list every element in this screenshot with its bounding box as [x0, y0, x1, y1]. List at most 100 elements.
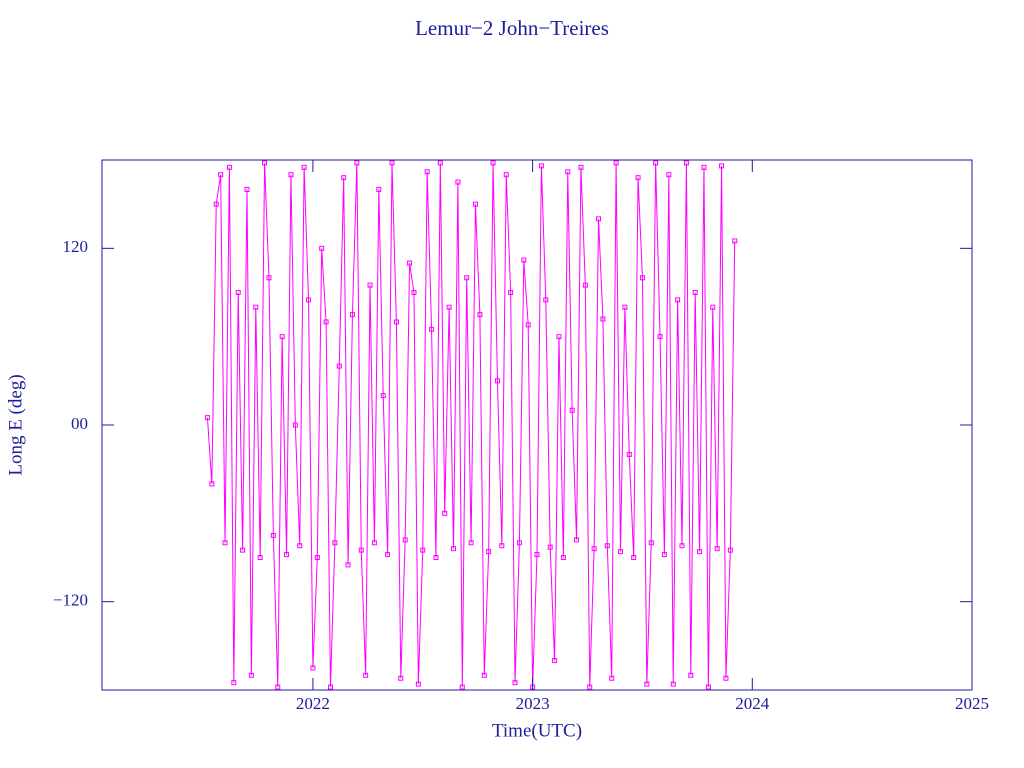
data-point: [288, 172, 294, 178]
data-point: [376, 186, 382, 192]
data-point: [270, 532, 276, 538]
data-line: [206, 162, 736, 688]
data-point: [481, 672, 487, 678]
data-point: [209, 481, 215, 487]
data-point: [292, 422, 298, 428]
data-point: [666, 172, 672, 178]
data-point: [336, 363, 342, 369]
data-point: [371, 540, 377, 546]
data-point: [341, 175, 347, 181]
data-point: [591, 546, 597, 552]
data-point: [675, 297, 681, 303]
data-point: [657, 334, 663, 340]
data-point: [692, 290, 698, 295]
y-tick-label: −120: [53, 591, 88, 610]
data-point: [710, 304, 716, 310]
data-point: [407, 260, 413, 266]
data-point: [688, 672, 694, 678]
data-point: [613, 160, 619, 166]
data-point: [596, 216, 602, 222]
data-point: [732, 238, 738, 244]
data-point: [424, 169, 430, 175]
data-point: [516, 540, 522, 546]
data-point: [472, 201, 478, 207]
data-point: [314, 555, 320, 560]
data-point: [503, 172, 509, 178]
data-point: [569, 407, 575, 413]
data-point: [297, 543, 303, 549]
data-point: [521, 257, 527, 263]
data-point: [653, 160, 659, 166]
x-tick-label: 2024: [735, 694, 770, 713]
data-point: [240, 547, 246, 553]
data-point: [442, 510, 448, 516]
data-point: [266, 275, 272, 281]
data-point: [222, 540, 228, 546]
data-point: [644, 681, 650, 687]
data-point: [560, 555, 566, 560]
data-point: [499, 543, 505, 549]
data-point: [723, 675, 729, 681]
data-point: [349, 312, 355, 318]
data-point: [534, 552, 540, 558]
data-point: [727, 547, 733, 553]
data-point: [437, 160, 443, 166]
data-point: [257, 555, 263, 560]
data-point: [626, 451, 632, 457]
data-point: [279, 334, 285, 340]
data-point: [358, 547, 364, 553]
data-point: [244, 186, 250, 192]
data-point: [490, 160, 496, 166]
data-point: [446, 304, 452, 310]
data-point: [600, 316, 606, 322]
data-point: [354, 160, 360, 166]
data-point: [714, 546, 720, 552]
y-axis-label: Long E (deg): [5, 374, 26, 475]
data-point: [508, 290, 514, 295]
data-point: [609, 675, 615, 681]
data-point: [705, 684, 711, 690]
x-tick-label: 2025: [955, 694, 989, 713]
data-point: [429, 326, 435, 332]
x-tick-label: 2023: [516, 694, 550, 713]
data-point: [582, 282, 588, 288]
data-point: [306, 297, 312, 303]
data-point: [552, 658, 558, 664]
data-point: [323, 319, 329, 325]
data-point: [486, 549, 492, 555]
data-point: [218, 172, 224, 178]
data-point: [275, 684, 281, 690]
data-point: [455, 179, 461, 185]
data-point: [719, 163, 725, 169]
data-point: [459, 684, 465, 690]
chart-title: Lemur−2 John−Treires: [415, 16, 609, 40]
data-point: [525, 322, 531, 328]
data-point: [639, 275, 645, 281]
data-point: [393, 319, 399, 325]
data-point: [327, 684, 333, 690]
data-point: [345, 562, 351, 568]
data-point: [363, 672, 369, 678]
x-tick-label: 2022: [296, 694, 330, 713]
data-point: [398, 675, 404, 681]
data-point: [231, 680, 237, 686]
data-point: [402, 537, 408, 543]
data-point: [631, 555, 637, 560]
data-point: [543, 297, 549, 303]
data-point: [670, 681, 676, 687]
data-point: [411, 290, 417, 295]
data-point: [679, 543, 685, 549]
data-point: [262, 160, 268, 166]
data-point: [319, 245, 325, 251]
data-point: [310, 665, 316, 671]
data-point: [578, 164, 584, 170]
data-point: [248, 672, 254, 678]
data-point: [697, 549, 703, 555]
data-point: [451, 546, 457, 552]
data-point: [701, 164, 707, 170]
data-point: [683, 160, 689, 166]
data-point: [574, 537, 580, 543]
data-point: [538, 163, 544, 169]
data-point: [420, 547, 426, 553]
